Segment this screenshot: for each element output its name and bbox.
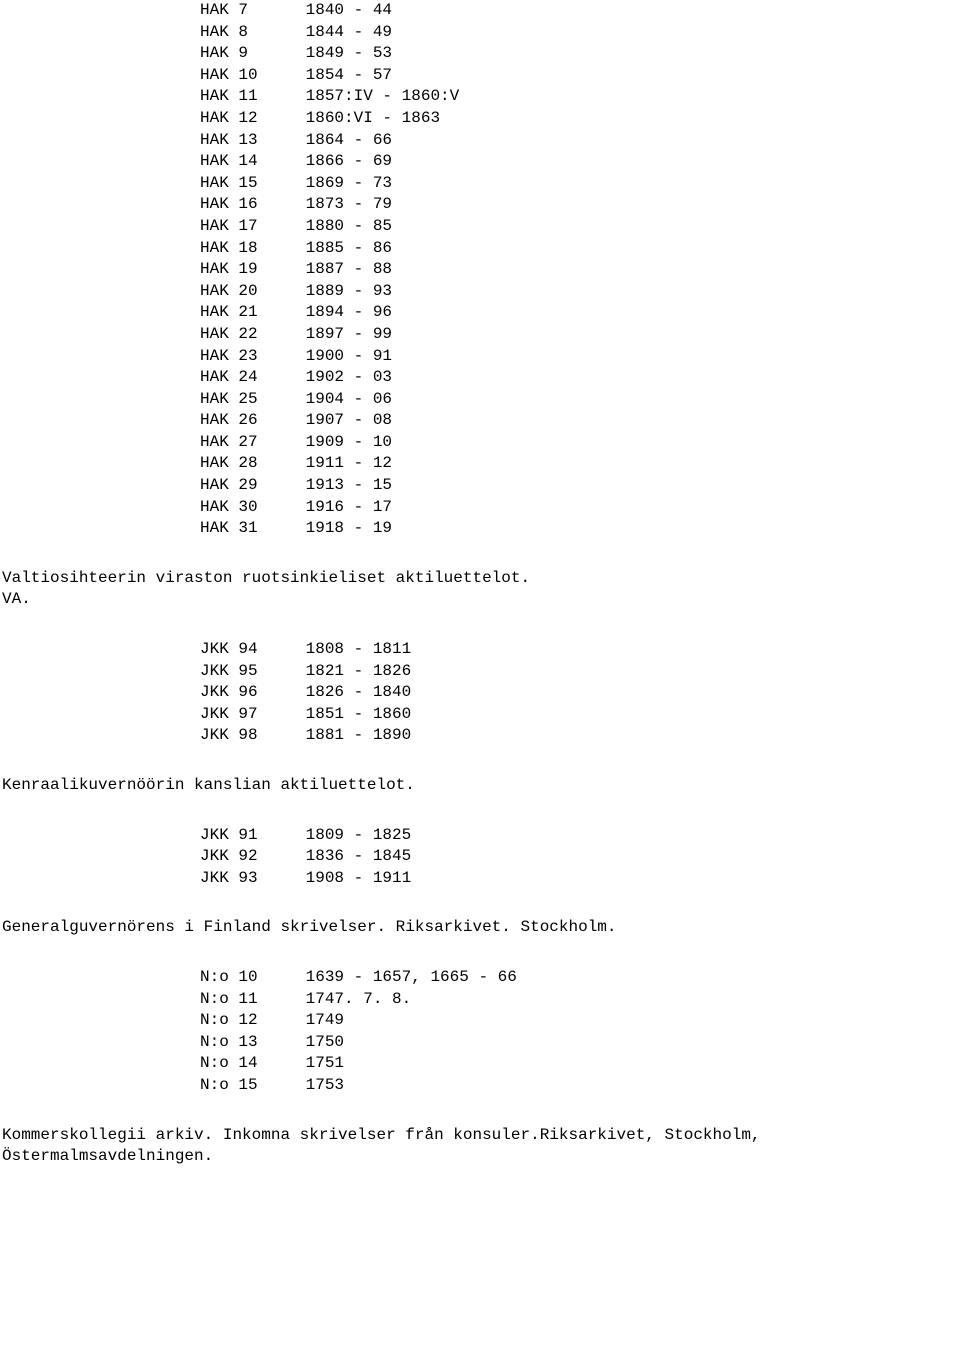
hak-table: HAK 7 1840 - 44 HAK 8 1844 - 49 HAK 9 18… — [0, 0, 960, 540]
heading-kommerskollegii: Kommerskollegii arkiv. Inkomna skrivelse… — [0, 1125, 960, 1168]
heading-generalguvernorens: Generalguvernörens i Finland skrivelser.… — [0, 917, 960, 939]
jkk-table-2: JKK 91 1809 - 1825 JKK 92 1836 - 1845 JK… — [0, 825, 960, 890]
heading-kenraalikuvernoorin: Kenraalikuvernöörin kanslian aktiluettel… — [0, 775, 960, 797]
heading-valtiosihteerin: Valtiosihteerin viraston ruotsinkieliset… — [0, 568, 960, 611]
no-table: N:o 10 1639 - 1657, 1665 - 66 N:o 11 174… — [0, 967, 960, 1097]
jkk-table-1: JKK 94 1808 - 1811 JKK 95 1821 - 1826 JK… — [0, 639, 960, 747]
